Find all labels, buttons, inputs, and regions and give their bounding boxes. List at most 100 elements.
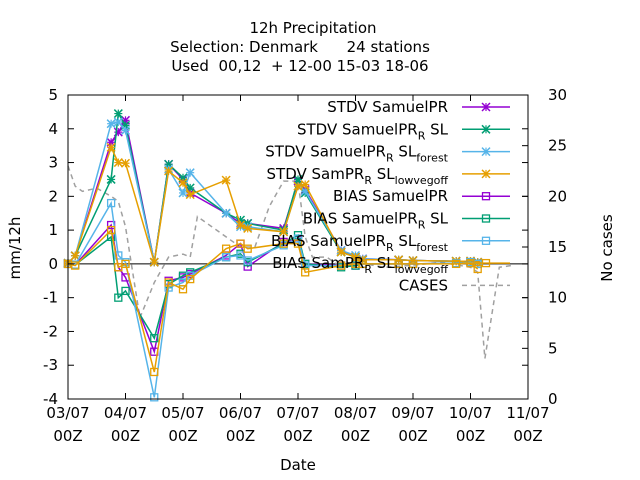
data-point xyxy=(243,256,252,265)
y-tick-label: -1 xyxy=(43,289,58,307)
x-tick-label-hour: 00Z xyxy=(283,427,312,445)
x-tick-label-hour: 00Z xyxy=(398,427,427,445)
data-point xyxy=(301,268,310,277)
data-point xyxy=(358,259,367,269)
legend-entry: STDV SamuelPRR SLforest xyxy=(265,143,510,165)
data-point xyxy=(164,278,173,287)
data-point xyxy=(106,225,116,235)
legend-label: STDV SamuelPR xyxy=(327,98,448,116)
y-tick-label: 4 xyxy=(48,120,58,138)
chart-subtitle-used: Used 00,12 + 12-00 15-03 18-06 xyxy=(171,57,428,75)
data-point xyxy=(243,262,252,271)
x-tick-label-date: 04/07 xyxy=(104,404,147,422)
data-point xyxy=(279,239,288,248)
y2-tick-label: 5 xyxy=(548,339,558,357)
x-tick-label-hour: 00Z xyxy=(168,427,197,445)
data-point xyxy=(106,198,116,208)
data-point xyxy=(185,190,195,200)
y2-tick-label: 30 xyxy=(548,86,567,104)
legend-marker xyxy=(481,214,491,223)
data-point xyxy=(106,142,116,152)
legend-entry: STDV SamuelPR xyxy=(327,98,510,116)
data-point xyxy=(106,174,116,184)
y-tick-label: -3 xyxy=(43,356,58,374)
data-point xyxy=(71,261,80,270)
x-tick-label-hour: 00Z xyxy=(111,427,140,445)
data-point xyxy=(106,119,116,129)
y-axis-label: mm/12h xyxy=(6,217,24,280)
data-point xyxy=(236,251,245,260)
legend-label: BIAS SamuelPRR SLforest xyxy=(271,232,449,254)
data-point xyxy=(293,234,303,243)
data-point xyxy=(293,181,303,191)
data-point xyxy=(150,367,159,377)
legend-entry: STDV SamPRR SLlowvegoff xyxy=(267,165,510,187)
data-point xyxy=(394,259,403,269)
chart-subtitle-selection: Selection: Denmark 24 stations xyxy=(170,38,430,56)
data-point xyxy=(121,259,130,269)
x-tick-label-date: 07/07 xyxy=(276,404,319,422)
legend-label: BIAS SamuelPRR SL xyxy=(303,210,449,232)
axes: -4 -3 -2 -1 0 1 2 3 4 5 0 5 10 15 20 25 30 03/07 00Z 04/07 0… xyxy=(43,86,567,445)
x-tick-label-date: 05/07 xyxy=(161,404,204,422)
x-tick-label-date: 09/07 xyxy=(391,404,434,422)
data-point xyxy=(70,251,80,261)
y2-tick-label: 15 xyxy=(548,238,567,256)
data-point xyxy=(221,244,231,253)
data-point xyxy=(150,334,159,343)
y2-tick-label: 0 xyxy=(548,390,558,408)
x-tick-label-hour: 00Z xyxy=(226,427,255,445)
series-8-line xyxy=(67,228,479,373)
chart-title: 12h Precipitation xyxy=(249,19,376,37)
y2-axis-label: No cases xyxy=(598,214,616,282)
data-point xyxy=(221,252,231,262)
legend-marker xyxy=(481,124,491,134)
data-point xyxy=(221,175,231,185)
data-point xyxy=(293,174,303,184)
data-point xyxy=(178,285,188,294)
data-point xyxy=(243,244,252,253)
x-tick-label-hour: 00Z xyxy=(53,427,82,445)
x-tick-label-date: 08/07 xyxy=(334,404,377,422)
series-layer xyxy=(63,109,483,402)
y-tick-label: 5 xyxy=(48,86,58,104)
data-point xyxy=(113,158,123,168)
data-point xyxy=(120,125,131,135)
data-point xyxy=(113,117,123,127)
data-point xyxy=(114,293,123,302)
legend-label: STDV SamuelPRR SL xyxy=(297,120,449,142)
y2-tick-label: 25 xyxy=(548,137,567,155)
data-point xyxy=(149,257,159,267)
y2-tick-label: 20 xyxy=(548,187,567,205)
legend-marker xyxy=(481,236,491,245)
y-tick-label: -4 xyxy=(43,390,58,408)
legend-marker xyxy=(481,102,491,112)
legend-entry: BIAS SamuelPR xyxy=(333,187,510,205)
x-tick-label-hour: 00Z xyxy=(456,427,485,445)
data-point xyxy=(293,239,303,248)
legend-entry: BIAS SamuelPRR SL xyxy=(303,210,510,232)
data-point xyxy=(113,109,123,119)
data-point xyxy=(473,264,482,274)
data-point xyxy=(150,393,159,402)
data-point xyxy=(243,223,253,233)
y2-tick-label: 10 xyxy=(548,289,567,307)
legend-marker xyxy=(481,147,491,157)
data-point xyxy=(121,286,130,296)
data-point xyxy=(336,261,346,270)
x-tick-label-hour: 00Z xyxy=(513,427,542,445)
data-point xyxy=(186,274,195,284)
legend-entry: STDV SamuelPRR SL xyxy=(297,120,510,142)
legend-marker xyxy=(481,192,491,201)
data-point xyxy=(114,251,123,260)
data-point xyxy=(236,239,245,248)
data-point xyxy=(300,179,310,190)
data-point xyxy=(164,166,174,176)
data-point xyxy=(178,188,188,198)
y-tick-label: 2 xyxy=(48,187,58,205)
data-point xyxy=(408,259,418,269)
data-point xyxy=(336,247,346,257)
legend-label: BIAS SamuelPR xyxy=(333,187,448,205)
y-tick-label: -2 xyxy=(43,322,58,340)
